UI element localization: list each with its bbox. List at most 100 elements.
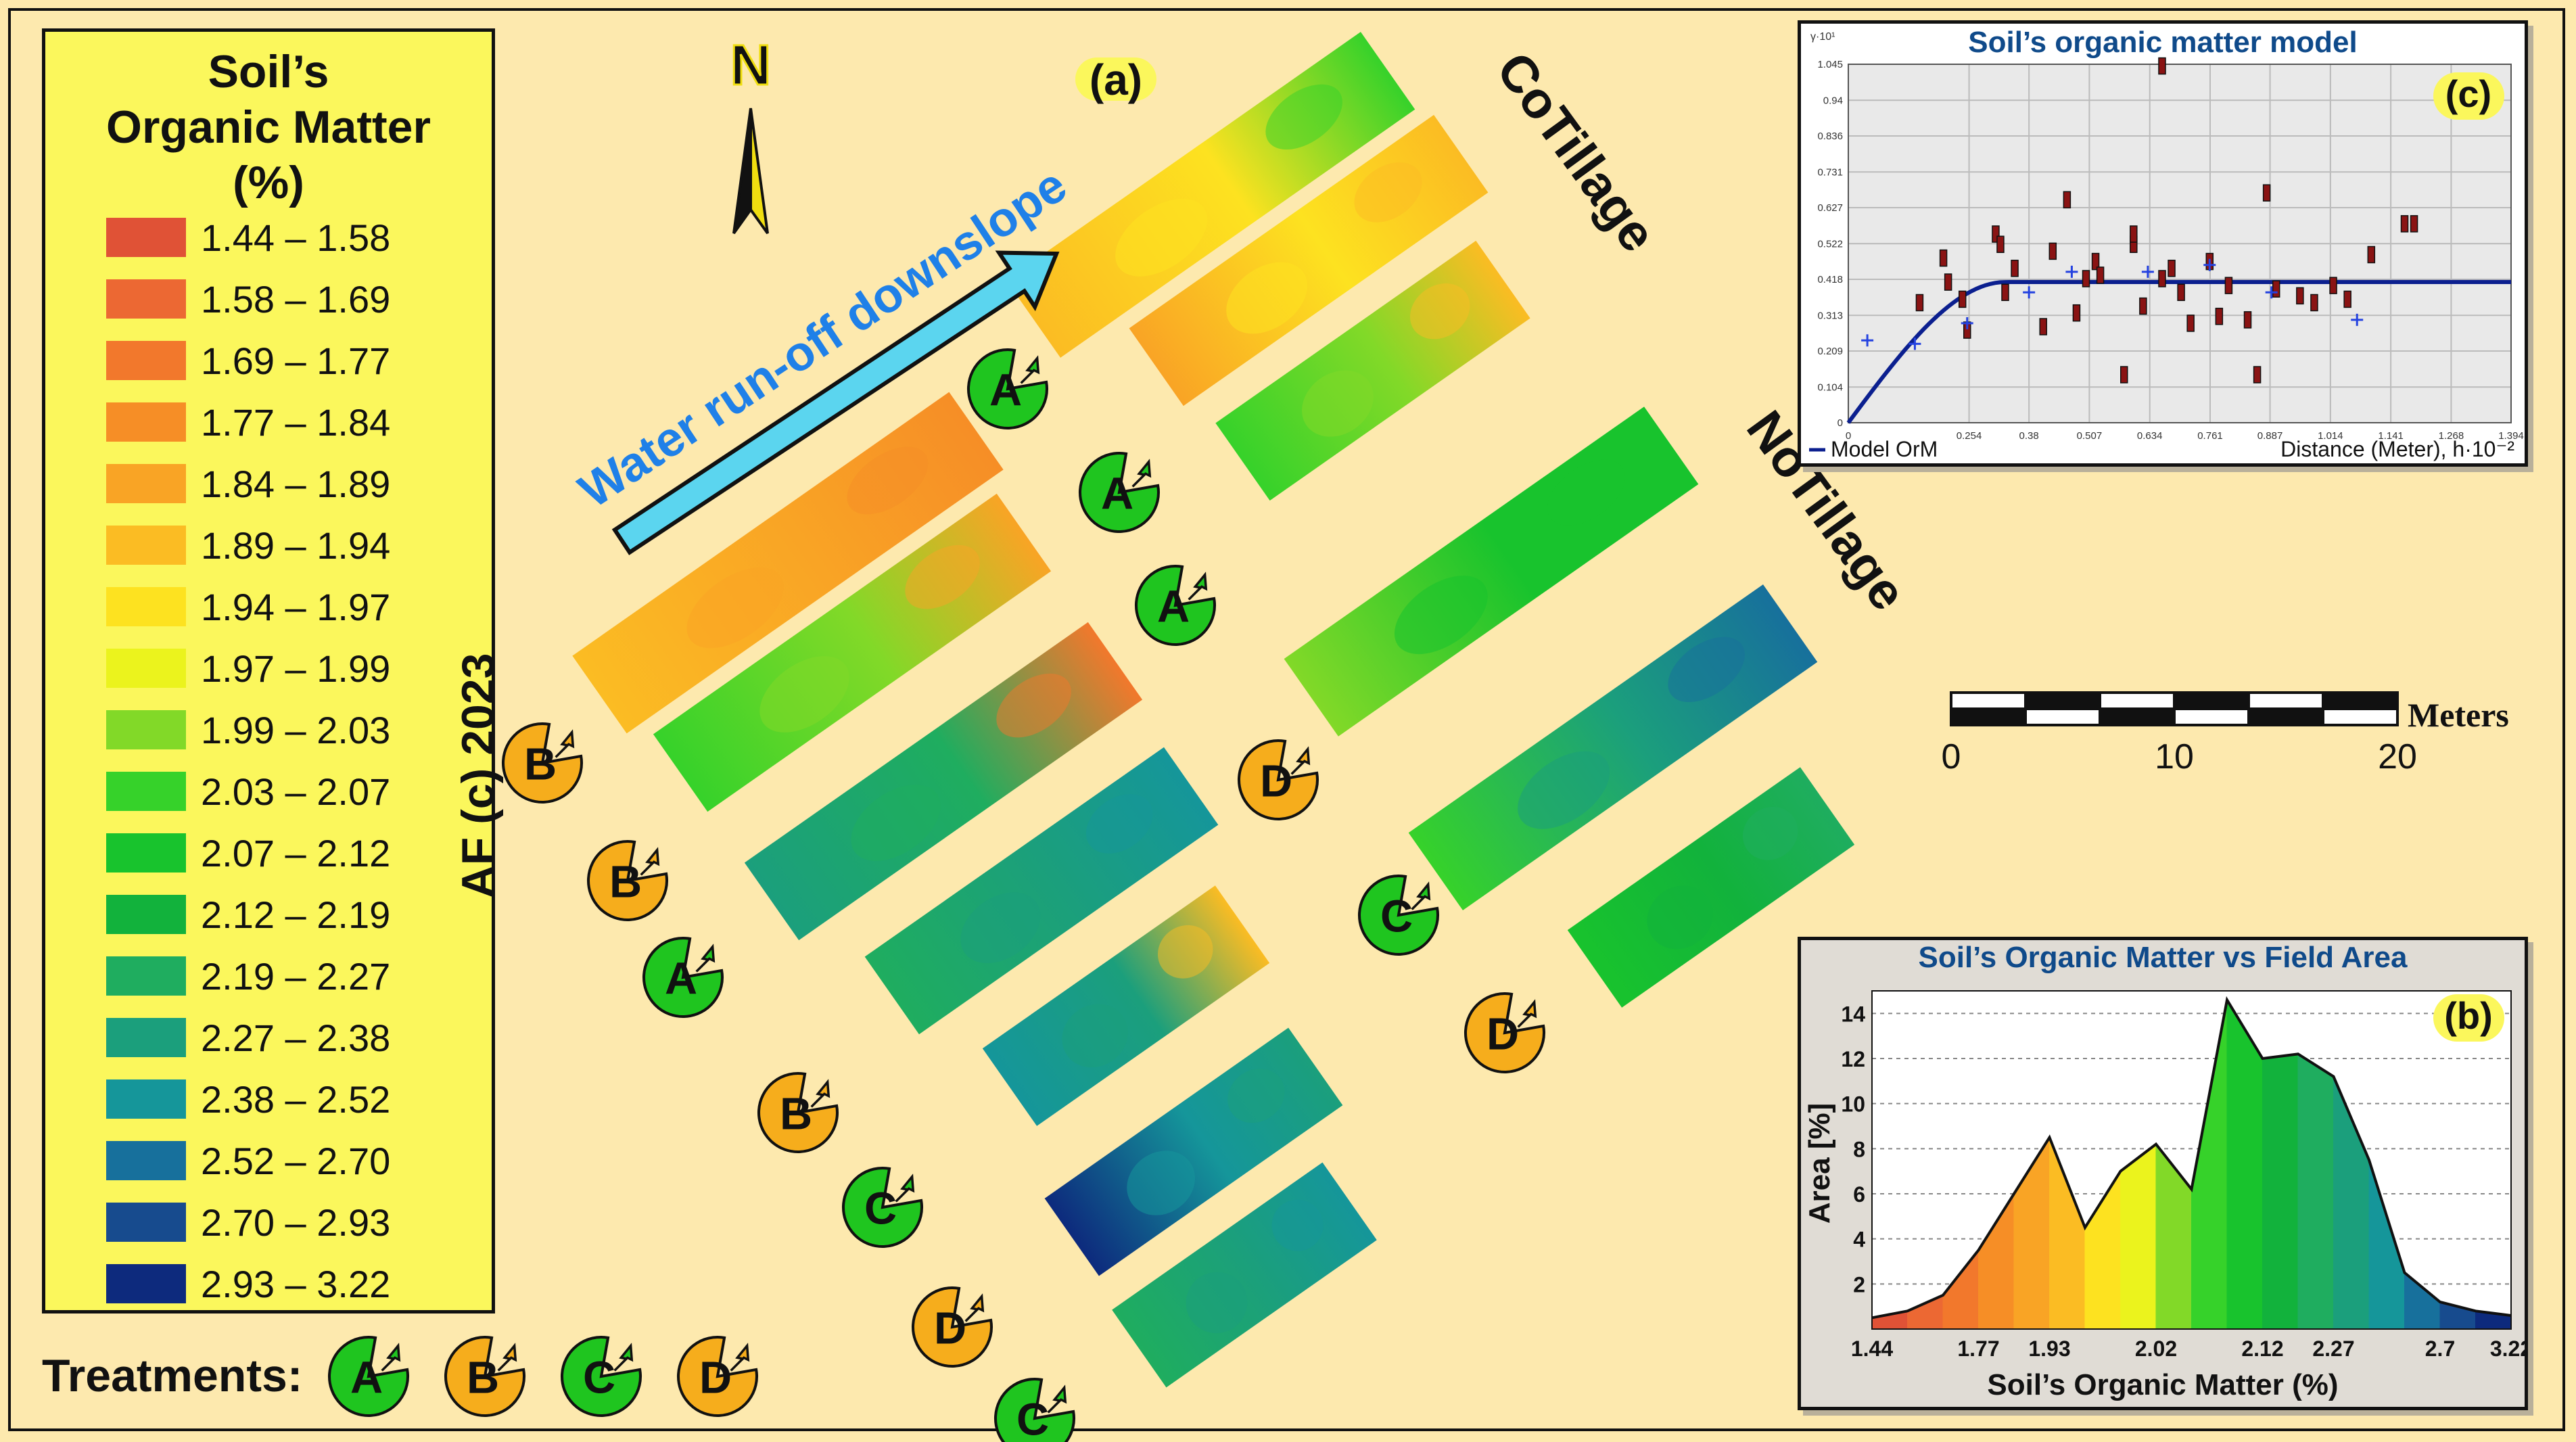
x-tick-label: 0.761: [2197, 430, 2223, 442]
x-tick-label: 0.887: [2257, 430, 2283, 442]
legend-model-label: Model OrM: [1831, 437, 1938, 461]
north-label: N: [730, 33, 772, 97]
legend-class-label: 1.89 – 1.94: [201, 524, 391, 567]
strip-contour: [1743, 806, 1798, 860]
marker-body: [327, 1336, 409, 1418]
legend-title-line1: Soil’s: [208, 46, 329, 97]
y-tick-label: 0.522: [1817, 238, 1843, 250]
marker-letter: B: [780, 1089, 812, 1139]
legend-class-label: 1.58 – 1.69: [201, 278, 391, 321]
north-arrow-right: [749, 108, 769, 235]
legend-swatch: [106, 833, 186, 873]
x-tick-label: 2.12: [2241, 1336, 2283, 1361]
marker-letter: D: [699, 1353, 732, 1403]
legend-title: Soil’s Organic Matter (%): [45, 44, 492, 210]
scale-tick: 10: [2155, 737, 2194, 776]
x-tick-label: 0.507: [2077, 430, 2103, 442]
north-arrow-icon: [732, 108, 769, 235]
treatment-marker: A: [1134, 565, 1216, 647]
field-strips: [572, 32, 1855, 1388]
scale-tick: 20: [2378, 737, 2417, 776]
chart-title: Soil’s Organic Matter vs Field Area: [1919, 941, 2408, 974]
y-tick-label: 0.627: [1817, 202, 1843, 214]
x-tick-label: 1.268: [2439, 430, 2464, 442]
marker-arrow: [1188, 572, 1208, 601]
north-arrow-left: [732, 108, 752, 235]
runoff-arrow-icon: [611, 250, 1060, 555]
marker-arrow: [555, 729, 575, 758]
strip-contour: [1227, 1068, 1285, 1123]
x-tick-label: 1.93: [2028, 1336, 2070, 1361]
pair-point: [2139, 297, 2147, 315]
pair-point: [2158, 57, 2166, 75]
experimental-point: [2065, 265, 2078, 278]
chart-title: Soil’s organic matter model: [1968, 26, 2357, 59]
pair-point: [2072, 304, 2081, 322]
legend-swatch: [106, 895, 186, 934]
semivariogram-panel: 0 0.254 0.38 0.507 0.634 0.761 0.887 1.014 1.141…: [1798, 20, 2528, 467]
pair-point: [2243, 311, 2252, 329]
marker-arrow: [1131, 459, 1152, 488]
field-strip: [1006, 32, 1415, 358]
field-strip: [1567, 767, 1855, 1008]
y-tick-label: 12: [1841, 1047, 1865, 1071]
treatment-marker: B: [586, 840, 668, 922]
pair-point: [1958, 290, 1967, 308]
field-strip: [1129, 114, 1489, 406]
pair-point: [2177, 283, 2185, 302]
legend-title-line2: Organic Matter: [106, 101, 431, 153]
strip-contour: [1186, 1272, 1248, 1334]
strip-contour: [1668, 636, 1745, 703]
treatment-marker: D: [1237, 739, 1319, 821]
strip-contour: [1409, 283, 1470, 340]
x-tick-label: 0: [1846, 430, 1851, 442]
marker-letter: C: [1016, 1395, 1049, 1442]
pair-point: [2224, 277, 2233, 294]
marker-body: [1463, 992, 1545, 1074]
pair-point: [2400, 215, 2409, 233]
scale-tick: 0: [1942, 737, 1961, 776]
marker-body: [911, 1286, 993, 1368]
treatment-marker: B: [501, 722, 583, 804]
treatment-marker: A: [966, 348, 1048, 430]
marker-body: [560, 1336, 642, 1418]
legend-swatch: [106, 341, 186, 380]
x-tick-label: 1.77: [1957, 1336, 1999, 1361]
scale-segment: [2173, 691, 2250, 710]
strip-contour: [905, 544, 980, 609]
marker-letter: A: [350, 1353, 383, 1403]
marker-letter: D: [1486, 1009, 1519, 1059]
pair-point: [1939, 249, 1948, 267]
scale-segment: [2099, 707, 2176, 726]
strip-contour: [1062, 1004, 1128, 1068]
pair-point: [2253, 366, 2262, 383]
treatment-marker: C: [1357, 875, 1439, 956]
plot-border: [1871, 990, 2512, 1330]
x-tick-label: 2.27: [2312, 1336, 2354, 1361]
field-strip: [744, 622, 1143, 941]
pair-point: [2215, 308, 2224, 325]
legend-class-label: 2.19 – 2.27: [201, 955, 391, 998]
strip-contour: [1226, 262, 1308, 334]
marker-letter: A: [1101, 469, 1133, 519]
experimental-point: [2265, 286, 2278, 299]
pair-point: [2329, 277, 2337, 294]
x-tick-label: 0.634: [2137, 430, 2163, 442]
panel-c-label: (c): [2445, 72, 2491, 115]
legend-swatch: [106, 279, 186, 319]
x-tick-label: 1.141: [2378, 430, 2404, 442]
y-tick-label: 10: [1841, 1092, 1865, 1117]
field-strip: [653, 493, 1052, 812]
field-strip: [864, 747, 1219, 1035]
marker-letter: C: [864, 1184, 897, 1234]
treatment-marker: A: [1078, 452, 1160, 534]
marker-body: [841, 1167, 923, 1249]
pair-point: [2410, 215, 2418, 233]
scale-segment: [2322, 707, 2399, 726]
legend-class-label: 2.12 – 2.19: [201, 893, 391, 936]
marker-letter: B: [467, 1353, 499, 1403]
legend-class-label: 2.27 – 2.38: [201, 1017, 391, 1059]
x-tick-label: 2.02: [2135, 1336, 2177, 1361]
legend-class-label: 1.94 – 1.97: [201, 586, 391, 628]
scale-segment: [2173, 707, 2250, 726]
